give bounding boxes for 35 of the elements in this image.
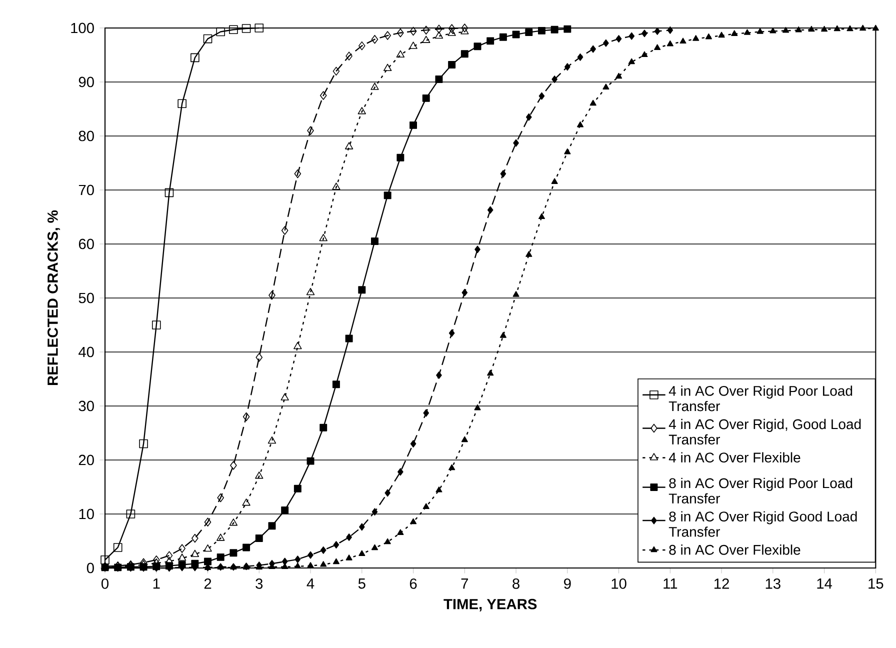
y-tick-label: 10 [79,508,94,520]
legend-label: 8 in AC Over Rigid Good Load Transfer [668,511,857,537]
y-tick-label: 70 [78,184,94,196]
x-tick-label: 5 [358,578,366,589]
x-tick-label: 14 [817,578,832,589]
x-tick-label: 6 [410,578,417,589]
x-tick-label: 11 [664,578,678,589]
y-tick-label: 30 [78,400,94,412]
x-tick-label: 2 [204,578,212,589]
x-tick-label: 4 [306,578,314,589]
x-tick-label: 15 [868,578,884,589]
x-tick-label: 7 [461,578,468,589]
y-tick-label: 50 [78,292,94,304]
legend-label: 8 in AC Over Flexible [669,544,800,555]
y-tick-label: 0 [86,562,94,574]
y-tick-label: 100 [71,22,94,34]
legend-label: 8 in AC Over Rigid Poor Load Transfer [668,478,852,504]
legend-label: 4 in AC Over Rigid, Good Load Transfer [668,418,861,445]
x-tick-label: 12 [714,578,729,589]
legend-label: 4 in AC Over Flexible [668,452,800,463]
y-tick-label: 20 [78,454,94,466]
x-tick-label: 1 [153,578,160,589]
x-tick-label: 8 [512,578,520,589]
x-tick-label: 13 [766,578,780,589]
x-tick-label: 3 [256,578,263,589]
x-tick-label: 10 [612,578,626,589]
y-tick-label: 90 [78,76,94,88]
x-tick-label: 9 [564,578,571,589]
y-tick-label: 60 [78,238,94,250]
legend-label: 4 in AC Over Rigid Poor Load Transfer [668,386,852,412]
x-tick-label: 0 [101,578,108,589]
y-tick-label: 80 [78,130,94,142]
x-axis-title: TIME, YEARS [444,598,537,612]
y-axis-title: REFLECTED CRACKS, % [48,210,60,386]
y-tick-label: 40 [78,346,94,358]
